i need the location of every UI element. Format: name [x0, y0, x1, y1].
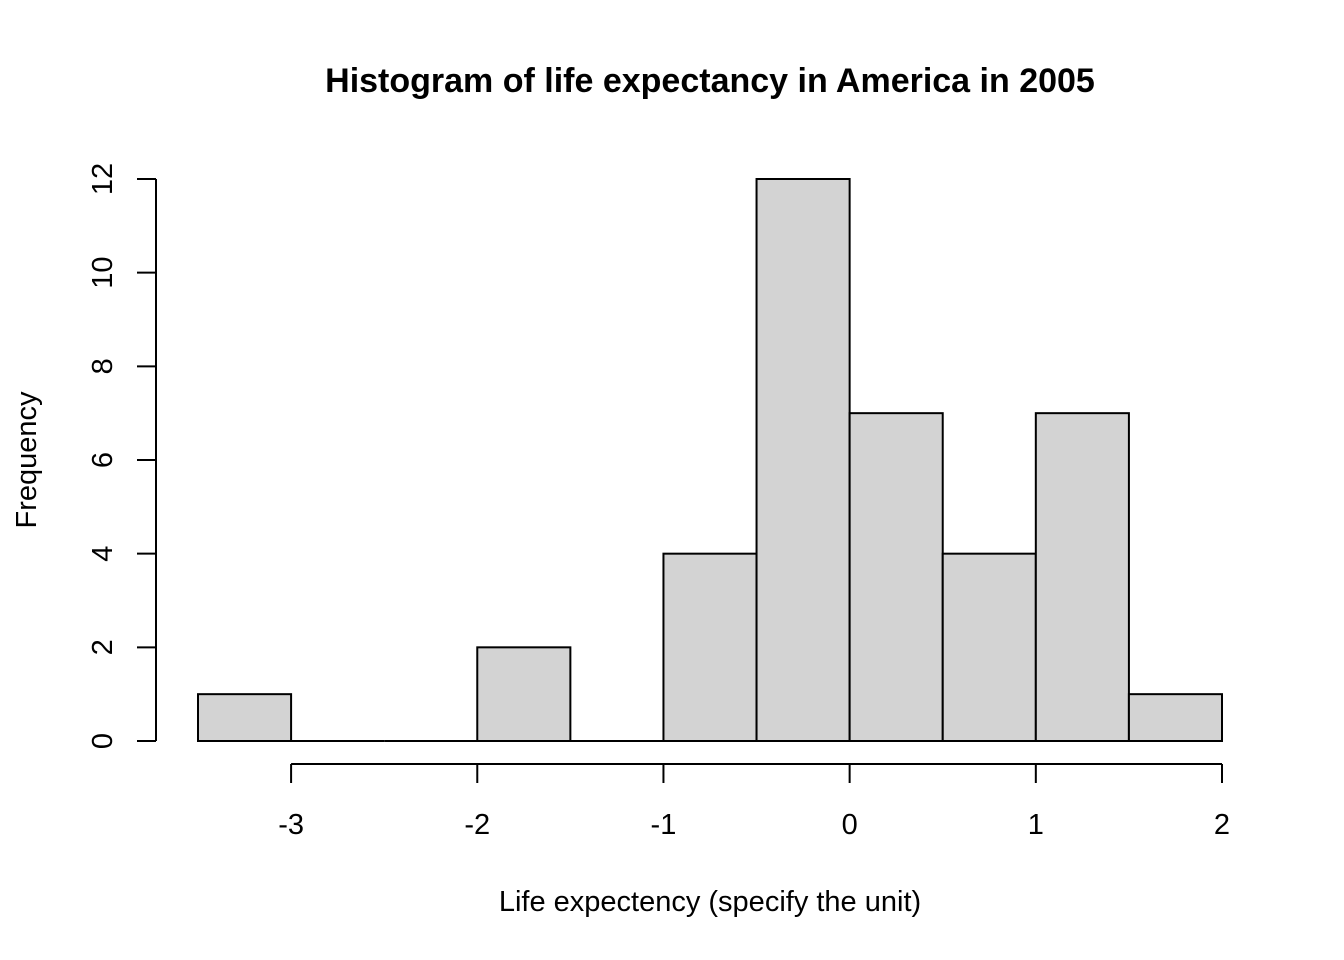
- y-tick-label: 10: [87, 257, 119, 289]
- histogram-bar: [1034, 412, 1130, 742]
- bars-group: [197, 178, 1223, 743]
- x-tick-label: 0: [842, 809, 858, 841]
- histogram-bar: [662, 552, 758, 743]
- histogram-bar: [941, 552, 1037, 743]
- x-tick-label: 1: [1028, 809, 1044, 841]
- x-axis: -3 -2 -1 0 1 2: [278, 763, 1230, 841]
- histogram-bar: [1127, 693, 1223, 743]
- histogram-bar: [848, 412, 944, 742]
- y-tick-label: 0: [87, 733, 119, 749]
- x-tick-label: -1: [651, 809, 677, 841]
- y-axis: 0 2 4 6 8 10 12: [87, 163, 157, 749]
- x-tick-label: -2: [464, 809, 490, 841]
- y-tick-label: 12: [87, 163, 119, 195]
- y-axis-label: Frequency: [11, 391, 43, 529]
- y-tick-label: 2: [87, 639, 119, 655]
- histogram-bar: [755, 178, 851, 742]
- y-tick-label: 4: [87, 546, 119, 562]
- histogram-bar: [476, 646, 572, 742]
- chart-title: Histogram of life expectancy in America …: [325, 62, 1095, 100]
- histogram-bar: [197, 693, 293, 743]
- x-axis-label: Life expectency (specify the unit): [499, 886, 921, 918]
- y-tick-label: 8: [87, 358, 119, 374]
- y-tick-label: 6: [87, 452, 119, 468]
- x-tick-label: 2: [1214, 809, 1230, 841]
- x-tick-label: -3: [278, 809, 304, 841]
